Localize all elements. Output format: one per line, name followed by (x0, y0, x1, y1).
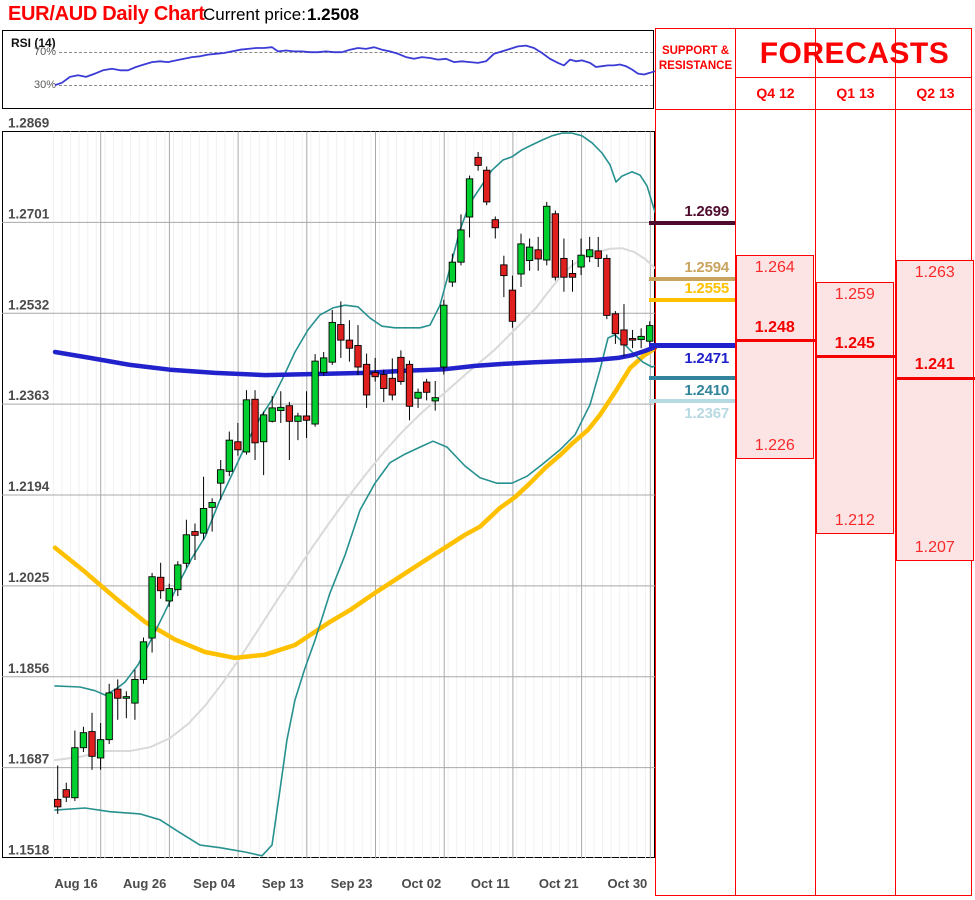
x-axis-label: Aug 16 (54, 876, 97, 891)
support-resistance-line (649, 399, 735, 404)
support-resistance-value: 1.2367 (684, 405, 729, 423)
support-resistance-value: 1.2594 (684, 259, 729, 277)
table-divider (735, 77, 972, 78)
support-resistance-value: 1.2555 (684, 280, 729, 298)
table-divider (735, 28, 736, 896)
support-resistance-value: 1.2699 (684, 202, 729, 220)
rsi-30-gridline (59, 85, 653, 86)
forecast-central-value: 1.241 (914, 356, 955, 374)
support-resistance-header: SUPPORT & RESISTANCE (656, 44, 735, 74)
support-resistance-line (649, 220, 735, 225)
forecasts-header: FORECASTS (759, 37, 950, 70)
forecast-range-box (895, 260, 974, 562)
forecast-central-line (895, 376, 975, 380)
forecast-range-box (735, 254, 814, 459)
forecast-high-value: 1.259 (834, 285, 875, 303)
forecast-col-header-q1-13: Q1 13 (836, 85, 875, 101)
forecast-low-value: 1.226 (754, 436, 795, 454)
x-axis-label: Oct 11 (471, 876, 510, 891)
forecast-high-value: 1.263 (914, 264, 955, 281)
x-axis-label: Oct 02 (401, 876, 441, 891)
x-axis-label: Oct 30 (608, 876, 648, 891)
support-resistance-line (649, 343, 735, 348)
rsi-panel (2, 30, 654, 109)
forecast-col-header-q2-13: Q2 13 (916, 85, 955, 101)
x-axis-label: Sep 13 (262, 876, 304, 891)
support-resistance-header-line1: SUPPORT & (661, 45, 730, 57)
rsi-upper-threshold-label: 70% (33, 46, 56, 58)
rsi-lower-threshold-label: 30% (33, 79, 56, 91)
y-axis-label: 1.2869 (8, 116, 49, 131)
table-divider (655, 109, 972, 110)
x-axis-label: Sep 23 (331, 876, 373, 891)
forecast-central-line (815, 355, 895, 359)
forecast-col-header-q4-12: Q4 12 (756, 85, 795, 101)
support-resistance-line (649, 277, 735, 282)
current-price-value: 1.2508 (307, 5, 359, 24)
forecast-range-box (815, 281, 894, 535)
support-resistance-line (649, 376, 735, 381)
x-axis-label: Aug 26 (123, 876, 166, 891)
forecast-central-value: 1.245 (834, 334, 875, 352)
price-chart-frame (2, 131, 655, 858)
support-resistance-value: 1.2471 (684, 349, 729, 367)
current-price-label: Current price: (203, 5, 306, 24)
page-title: EUR/AUD Daily Chart (8, 3, 205, 25)
forecast-low-value: 1.212 (834, 512, 875, 530)
x-axis-label: Sep 04 (193, 876, 236, 891)
forecast-central-value: 1.248 (754, 318, 795, 336)
support-resistance-value: 1.2410 (684, 382, 729, 400)
forecast-high-value: 1.264 (754, 258, 795, 276)
forecast-central-line (735, 339, 815, 343)
support-resistance-line (649, 298, 735, 303)
x-axis-label: Oct 21 (539, 876, 579, 891)
support-resistance-header-line2: RESISTANCE (658, 59, 733, 72)
rsi-indicator-label: RSI (14) (11, 36, 56, 50)
rsi-70-gridline (59, 52, 653, 53)
forecast-low-value: 1.207 (914, 539, 955, 557)
